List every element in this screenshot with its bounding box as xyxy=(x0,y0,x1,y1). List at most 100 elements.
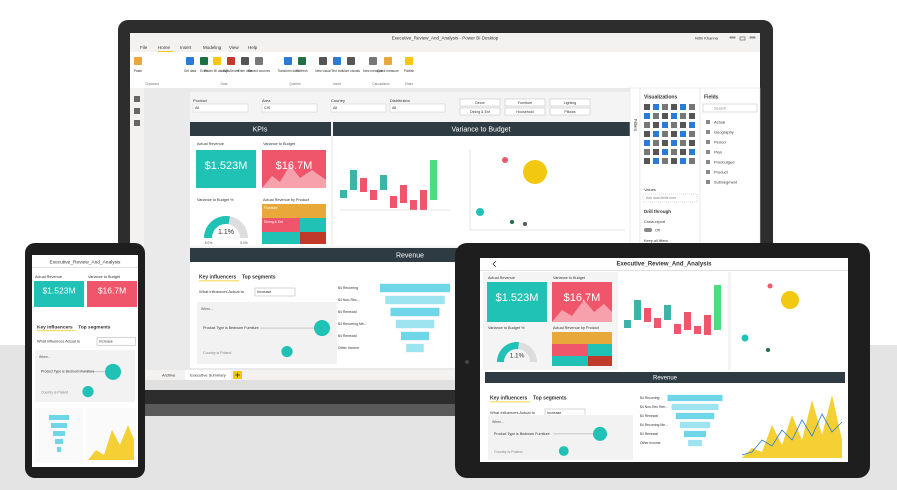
ribbon-icon[interactable] xyxy=(405,57,413,65)
slicer-button[interactable] xyxy=(549,98,591,107)
ribbon-button[interactable]: SQL Server xyxy=(223,69,240,73)
visual-icon[interactable] xyxy=(653,140,659,146)
visual-icon[interactable] xyxy=(680,140,686,146)
field-item[interactable]: Plan xyxy=(714,149,722,154)
visual-icon[interactable] xyxy=(680,131,686,137)
dropdown[interactable] xyxy=(254,287,296,297)
visual-icon[interactable] xyxy=(680,113,686,119)
field-item[interactable]: Actual xyxy=(714,119,725,124)
ribbon-button[interactable]: More visuals xyxy=(342,69,360,73)
slicer-label[interactable]: Dining & Ent xyxy=(470,110,490,114)
ribbon-icon[interactable] xyxy=(347,57,355,65)
field-item[interactable]: Period xyxy=(714,139,726,144)
visual-icon[interactable] xyxy=(689,158,695,164)
visual-icon[interactable] xyxy=(662,131,668,137)
slicer-label[interactable]: Decor xyxy=(475,101,485,105)
visual-icon[interactable] xyxy=(689,122,695,128)
ribbon-tab[interactable]: File xyxy=(140,45,148,50)
ribbon-button[interactable]: Excel xyxy=(200,69,208,73)
visual-icon[interactable] xyxy=(671,140,677,146)
ribbon-icon[interactable] xyxy=(255,57,263,65)
visual-icon[interactable] xyxy=(671,158,677,164)
visual-icon[interactable] xyxy=(644,122,650,128)
visual-icon[interactable] xyxy=(653,122,659,128)
ribbon-button[interactable]: Publish xyxy=(404,69,415,73)
visual-icon[interactable] xyxy=(644,149,650,155)
ribbon-icon[interactable] xyxy=(213,57,221,65)
visual-icon[interactable] xyxy=(671,149,677,155)
visual-icon[interactable] xyxy=(644,158,650,164)
ribbon-icon[interactable] xyxy=(369,57,377,65)
visual-icon[interactable] xyxy=(680,122,686,128)
slicer-label[interactable]: Household xyxy=(516,110,533,114)
ribbon-button[interactable]: Paste xyxy=(134,69,142,73)
ribbon-button[interactable]: Recent sources xyxy=(248,69,271,73)
ribbon-tab[interactable]: Help xyxy=(248,45,258,50)
field-item[interactable]: SubSegment xyxy=(714,179,738,184)
slicer-button[interactable] xyxy=(549,107,591,116)
tab[interactable]: Key influencers xyxy=(490,395,527,401)
filter-dropdown[interactable] xyxy=(389,103,446,113)
ribbon-tab[interactable]: Home xyxy=(158,45,171,50)
visual-icon[interactable] xyxy=(644,104,650,110)
visual-icon[interactable] xyxy=(689,131,695,137)
tab[interactable]: Key influencers xyxy=(199,274,236,280)
filter-dropdown[interactable] xyxy=(330,103,387,113)
ribbon-icon[interactable] xyxy=(319,57,327,65)
visual-icon[interactable] xyxy=(644,113,650,119)
field-item[interactable]: Product xyxy=(714,169,729,174)
ribbon-icon[interactable] xyxy=(384,57,392,65)
view-icon[interactable] xyxy=(134,108,140,114)
tab[interactable]: Top segments xyxy=(78,324,110,330)
visual-icon[interactable] xyxy=(662,104,668,110)
ribbon-button[interactable]: Enter data xyxy=(238,69,253,73)
page-tab[interactable]: Executive Summary xyxy=(190,372,226,377)
window-control[interactable] xyxy=(729,36,736,39)
ribbon-button[interactable]: Get data xyxy=(184,69,196,73)
visual-icon[interactable] xyxy=(653,104,659,110)
window-control[interactable] xyxy=(749,36,756,39)
ribbon-button[interactable]: Text box xyxy=(331,69,343,73)
ribbon-icon[interactable] xyxy=(186,57,194,65)
view-icon[interactable] xyxy=(134,120,140,126)
search-box[interactable] xyxy=(702,103,758,113)
visual-icon[interactable] xyxy=(653,158,659,164)
visual-icon[interactable] xyxy=(680,149,686,155)
slicer-label[interactable]: Lighting xyxy=(564,101,577,105)
filter-dropdown[interactable] xyxy=(192,103,249,113)
ribbon-button[interactable]: Refresh xyxy=(296,69,307,73)
visual-icon[interactable] xyxy=(644,140,650,146)
visual-icon[interactable] xyxy=(671,104,677,110)
ribbon-button[interactable]: Quick measure xyxy=(377,69,399,73)
page-tab[interactable]: Archive xyxy=(162,372,176,377)
visual-icon[interactable] xyxy=(680,104,686,110)
visual-icon[interactable] xyxy=(689,113,695,119)
field-item[interactable]: Geography xyxy=(714,129,734,134)
toggle[interactable] xyxy=(644,228,652,232)
ribbon-tab[interactable]: Modeling xyxy=(203,45,222,50)
visual-icon[interactable] xyxy=(689,104,695,110)
visual-icon[interactable] xyxy=(662,122,668,128)
view-icon[interactable] xyxy=(134,96,140,102)
window-control[interactable] xyxy=(739,36,746,41)
visual-icon[interactable] xyxy=(662,140,668,146)
ribbon-tab[interactable]: Insert xyxy=(180,45,192,50)
filter-dropdown[interactable] xyxy=(261,103,318,113)
tab[interactable]: Key influencers xyxy=(37,324,73,330)
ribbon-icon[interactable] xyxy=(284,57,292,65)
slicer-label[interactable]: Furniture xyxy=(518,101,532,105)
ribbon-button[interactable]: Power BI datasets xyxy=(204,69,230,73)
ribbon-icon[interactable] xyxy=(298,57,306,65)
visual-icon[interactable] xyxy=(671,113,677,119)
slicer-button[interactable] xyxy=(459,98,501,107)
visual-icon[interactable] xyxy=(653,113,659,119)
pane-title[interactable]: Filters xyxy=(633,119,638,132)
visual-icon[interactable] xyxy=(644,131,650,137)
ribbon-button[interactable]: Transform data xyxy=(277,69,299,73)
ribbon-icon[interactable] xyxy=(134,57,142,65)
visual-icon[interactable] xyxy=(662,113,668,119)
ribbon-icon[interactable] xyxy=(227,57,235,65)
visual-icon[interactable] xyxy=(662,158,668,164)
ribbon-icon[interactable] xyxy=(333,57,341,65)
visual-icon[interactable] xyxy=(689,149,695,155)
